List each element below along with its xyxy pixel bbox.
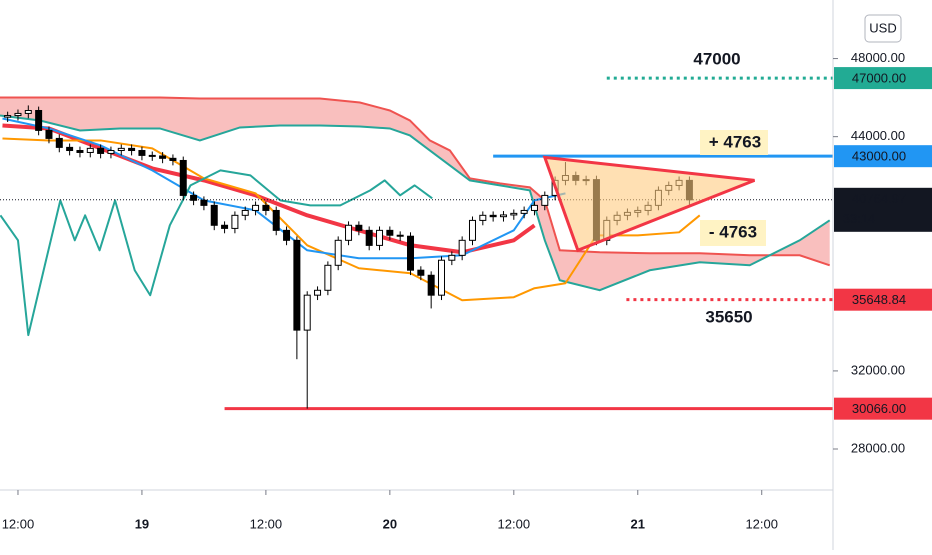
candle-body xyxy=(221,224,229,229)
candle-body xyxy=(4,115,12,118)
x-tick-label: 12:00 xyxy=(2,516,35,531)
ichimoku-cloud xyxy=(0,97,830,291)
price-level-label: 43000.00 xyxy=(852,149,906,164)
candle-body xyxy=(24,109,32,114)
candle-body xyxy=(148,154,156,157)
annotation: + 4763 xyxy=(709,132,761,151)
candle-body xyxy=(499,214,507,218)
cloud-lower-line xyxy=(0,114,831,292)
annotation: - 4763 xyxy=(709,222,757,241)
candle-body xyxy=(541,194,549,206)
candle-body xyxy=(283,229,291,241)
annotation: 35650 xyxy=(705,307,752,326)
candle-body xyxy=(138,150,146,156)
candle-body xyxy=(334,239,342,266)
candle-body xyxy=(76,150,84,153)
candle-body xyxy=(324,264,332,291)
last-price-box xyxy=(834,187,932,232)
annotation: 47000 xyxy=(693,49,740,68)
x-tick-label: 21 xyxy=(631,516,645,531)
last-price-label: 40764.97 xyxy=(852,191,906,206)
candle-body xyxy=(210,204,218,226)
candle-body xyxy=(303,294,311,331)
candle-body xyxy=(169,157,177,161)
triangle-pattern xyxy=(542,155,756,253)
candle-body xyxy=(14,112,22,117)
candle-body xyxy=(355,224,363,231)
price-level-label: 35648.84 xyxy=(852,292,906,307)
x-tick-label: 12:00 xyxy=(250,516,283,531)
candle-body xyxy=(55,137,63,148)
indicator-line xyxy=(0,169,433,337)
price-level-label: 47000.00 xyxy=(852,71,906,86)
candle-body xyxy=(45,129,53,139)
candle-body xyxy=(396,234,404,237)
candle-body xyxy=(200,199,208,206)
price-level-box xyxy=(834,397,932,420)
candle-body xyxy=(417,269,425,276)
candle-body xyxy=(314,289,322,296)
candle-body xyxy=(458,239,466,256)
y-tick-label: 28000.00 xyxy=(851,440,905,455)
candle-body xyxy=(117,147,125,152)
candle-body xyxy=(128,147,136,152)
countdown: 33:14 xyxy=(843,211,876,226)
candle-body xyxy=(345,224,353,241)
candle-body xyxy=(252,204,260,211)
candle-body xyxy=(489,214,497,218)
candle-body xyxy=(159,155,167,159)
cloud-upper-line xyxy=(0,96,831,267)
annotation-bg xyxy=(700,130,768,155)
x-tick-label: 12:00 xyxy=(745,516,778,531)
candle-body xyxy=(107,150,115,154)
candle-body xyxy=(530,204,538,211)
candle-body xyxy=(262,204,270,211)
candle-body xyxy=(510,212,518,216)
currency: USD xyxy=(869,20,896,35)
candle-body xyxy=(97,147,105,154)
x-tick-label: 19 xyxy=(135,516,149,531)
y-tick-label: 44000.00 xyxy=(851,128,905,143)
candle-body xyxy=(179,159,187,196)
annotation-bg xyxy=(700,220,766,246)
candle-body xyxy=(66,146,74,152)
candle-body xyxy=(365,229,373,246)
plot-area xyxy=(0,76,833,411)
y-tick-label: 32000.00 xyxy=(851,362,905,377)
candle-body xyxy=(376,229,384,246)
candle-body xyxy=(272,209,280,231)
candle-body xyxy=(407,235,415,271)
candle-body xyxy=(190,194,198,201)
candle-body xyxy=(386,229,394,236)
currency-box[interactable] xyxy=(864,14,902,43)
candle-body xyxy=(241,209,249,216)
candle-body xyxy=(231,214,239,229)
price-level-box xyxy=(834,67,932,90)
x-tick-label: 12:00 xyxy=(498,516,531,531)
candle-body xyxy=(448,254,456,261)
y-tick-label: 48000.00 xyxy=(851,50,905,65)
candle-body xyxy=(293,239,301,331)
candle-body xyxy=(427,274,435,296)
candle-body xyxy=(520,209,528,214)
price-level-label: 30066.00 xyxy=(852,401,906,416)
candle-body xyxy=(86,147,94,153)
x-tick-label: 20 xyxy=(383,516,397,531)
price-level-box xyxy=(834,288,932,311)
candle-body xyxy=(35,109,43,131)
candle-body xyxy=(437,259,445,296)
price-level-box xyxy=(834,145,932,168)
candle-body xyxy=(468,219,476,241)
candle-body xyxy=(479,214,487,221)
